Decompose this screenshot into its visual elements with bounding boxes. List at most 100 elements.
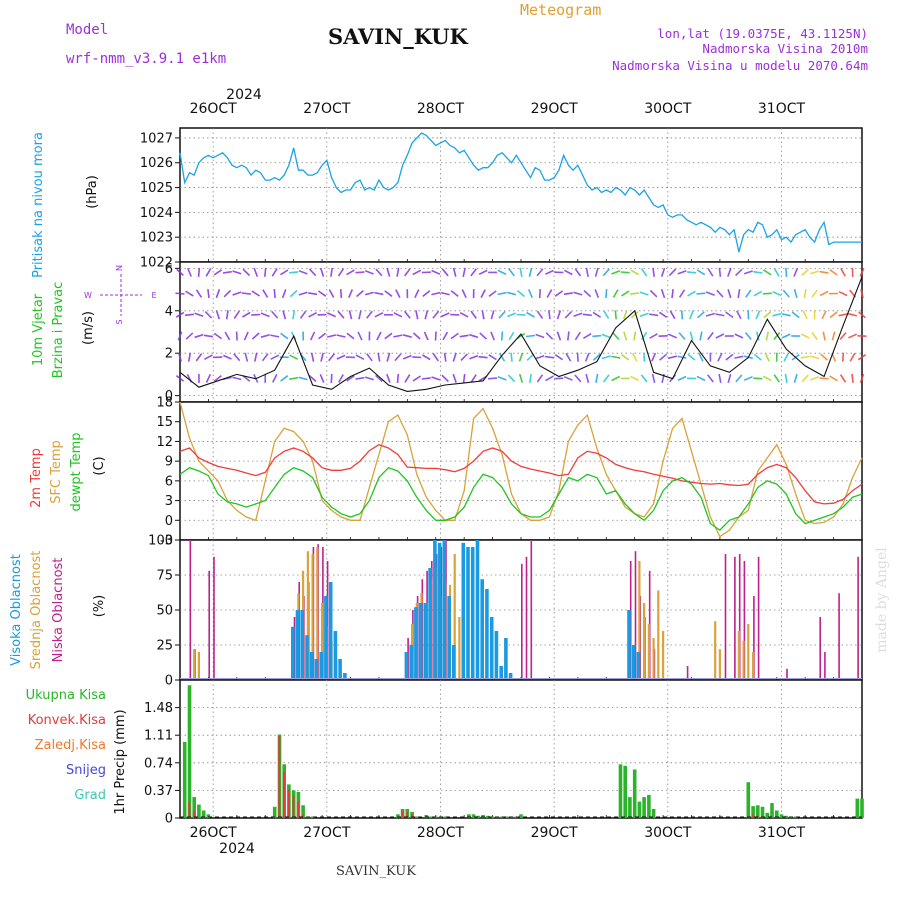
cloud-bar [786, 668, 788, 679]
wind-barb [660, 267, 666, 277]
wind-barb [567, 331, 570, 341]
temp-ytick-label-6: 15 [156, 415, 173, 430]
wind-barb [640, 374, 648, 383]
precip-bar [476, 815, 481, 818]
wind-barb [384, 332, 393, 340]
wind-barb [508, 331, 515, 341]
wind-barb [462, 373, 466, 383]
cloud-bar [197, 652, 200, 679]
precip-bar [855, 798, 860, 818]
precip-bar [188, 801, 191, 818]
wind-barb [696, 292, 706, 295]
direction-key-cross [100, 274, 142, 316]
precip-bar [283, 771, 285, 818]
cloud-bar [316, 547, 319, 679]
wind-barb [348, 310, 353, 320]
wind-barb [649, 313, 659, 317]
wind-barb [782, 289, 790, 298]
wind-barb [602, 374, 610, 383]
pressure-ytick-label-2: 1024 [140, 206, 173, 221]
wind-barb [585, 373, 590, 384]
pressure-frame [179, 127, 863, 263]
wind-barb [687, 353, 696, 361]
temp-ylabel: (C) [92, 456, 107, 475]
direction-key-s: S [115, 319, 124, 324]
wind-barb [734, 355, 744, 359]
wind-barb [452, 373, 457, 383]
wind-barb [544, 355, 555, 359]
wind-barb [516, 313, 526, 316]
wind-barb [668, 355, 678, 360]
wind-barb [500, 331, 504, 341]
cloud-bar [343, 673, 347, 679]
wind-barb [215, 289, 221, 299]
wind-barb [205, 268, 212, 277]
precip-bar [287, 789, 290, 818]
wind-barb [699, 331, 703, 341]
wind-barb [469, 333, 479, 339]
wind-barb [452, 267, 457, 277]
cloud-bar [470, 547, 475, 679]
wind-barb [658, 311, 668, 318]
wind-barb [839, 332, 847, 340]
precip-bar [519, 814, 523, 818]
wind-barb [195, 289, 203, 298]
product-title: Meteogram [520, 1, 601, 19]
wind-barb [292, 310, 296, 320]
wind-barb [432, 310, 440, 319]
wind-barb [686, 271, 697, 274]
wind-barb [554, 290, 564, 297]
wind-barb [440, 312, 450, 318]
cloud-bar [311, 554, 314, 679]
cloud-bar [321, 603, 324, 679]
wind-barb [800, 333, 810, 339]
wind-barb [735, 268, 743, 277]
precip-bar [793, 816, 798, 818]
precip-bar [642, 797, 646, 818]
wind-barb [253, 267, 259, 277]
wind-barb [584, 352, 590, 362]
wind-barb [772, 312, 782, 317]
precip-bar [632, 769, 637, 818]
wind-barb [802, 310, 808, 320]
wind-barb [507, 374, 516, 383]
wind-barb [564, 269, 573, 276]
wind-barb [366, 353, 373, 362]
cloud-bar [300, 610, 304, 679]
precip-bar [278, 735, 281, 818]
wind-barb [185, 332, 194, 340]
wind-barb [811, 331, 818, 341]
wind-barb [698, 352, 704, 362]
wind-barb [838, 313, 848, 317]
cloud-ytick-label-1: 25 [156, 639, 173, 654]
cloud-title-high: Visoka Oblacnost [9, 554, 24, 666]
top-day-label: 30OCT [644, 101, 692, 117]
cloud-bar [475, 540, 480, 679]
precip-bar [396, 814, 400, 818]
precip-bar [297, 801, 300, 818]
wind-barb [651, 373, 656, 383]
wind-barb [490, 331, 495, 341]
wind-barb [756, 331, 760, 341]
wind-barb [264, 267, 267, 277]
wind-barb [793, 267, 799, 277]
wind-barb [519, 267, 523, 277]
wind-barb [431, 376, 441, 381]
wind-barb [772, 291, 782, 297]
pressure-line [179, 132, 862, 253]
wind-barb [310, 352, 315, 362]
precip-bar [490, 816, 495, 818]
cloud-bar [338, 659, 342, 679]
cloud-bar [521, 563, 523, 679]
wind-barb [508, 268, 515, 277]
cloud-bar [652, 638, 655, 679]
wind-barb [859, 373, 865, 383]
precip-bar [651, 809, 656, 818]
wind-barb [459, 334, 469, 338]
wind-barb [177, 331, 183, 341]
wind-barb [308, 292, 318, 296]
wind-barb [498, 310, 506, 319]
precip-bar [467, 814, 471, 818]
wind-barb [554, 377, 564, 380]
